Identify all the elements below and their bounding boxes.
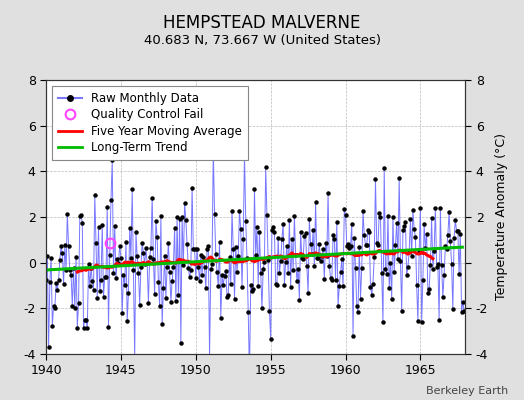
Y-axis label: Temperature Anomaly (°C): Temperature Anomaly (°C) [495, 134, 508, 300]
Legend: Raw Monthly Data, Quality Control Fail, Five Year Moving Average, Long-Term Tren: Raw Monthly Data, Quality Control Fail, … [52, 86, 248, 160]
Text: 40.683 N, 73.667 W (United States): 40.683 N, 73.667 W (United States) [144, 34, 380, 47]
Text: HEMPSTEAD MALVERNE: HEMPSTEAD MALVERNE [163, 14, 361, 32]
Text: Berkeley Earth: Berkeley Earth [426, 386, 508, 396]
